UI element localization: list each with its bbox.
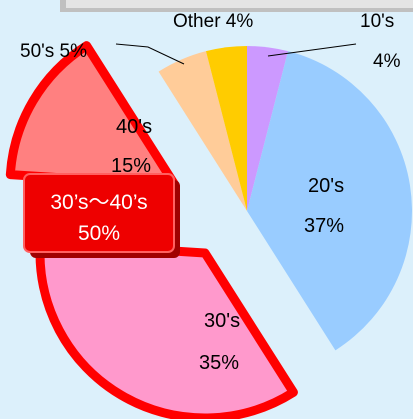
- label-20s-pct: 37%: [304, 215, 344, 237]
- label-30s: 30's: [204, 310, 240, 332]
- label-50s: 50's 5%: [20, 41, 87, 62]
- callout-line1: 30’s～40’s: [50, 191, 147, 214]
- pie-slice-20s: [247, 51, 412, 351]
- label-10s: 10's: [360, 11, 394, 32]
- callout-box: 30’s～40’s 50%: [23, 173, 180, 258]
- pie-slice-40s: [5, 41, 180, 190]
- top-frame-inner: [66, 0, 413, 8]
- pie-slice-50s: [158, 51, 247, 211]
- label-40s: 40's: [116, 116, 152, 138]
- label-other: Other 4%: [173, 11, 253, 32]
- pie-slice-other: [205, 46, 247, 211]
- pie-slice-30s: [35, 238, 298, 419]
- callout-bg: [23, 173, 175, 253]
- pie-slice-10s: [247, 46, 289, 211]
- pie-slices: [5, 41, 412, 419]
- label-20s: 20's: [308, 175, 344, 197]
- label-10s-pct: 4%: [373, 51, 401, 72]
- label-40s-pct: 15%: [111, 155, 151, 177]
- label-30s-pct: 35%: [199, 352, 239, 374]
- leader-line-50s: [115, 43, 185, 65]
- callout-line2: 50%: [78, 222, 120, 245]
- leader-line-10s: [267, 43, 357, 57]
